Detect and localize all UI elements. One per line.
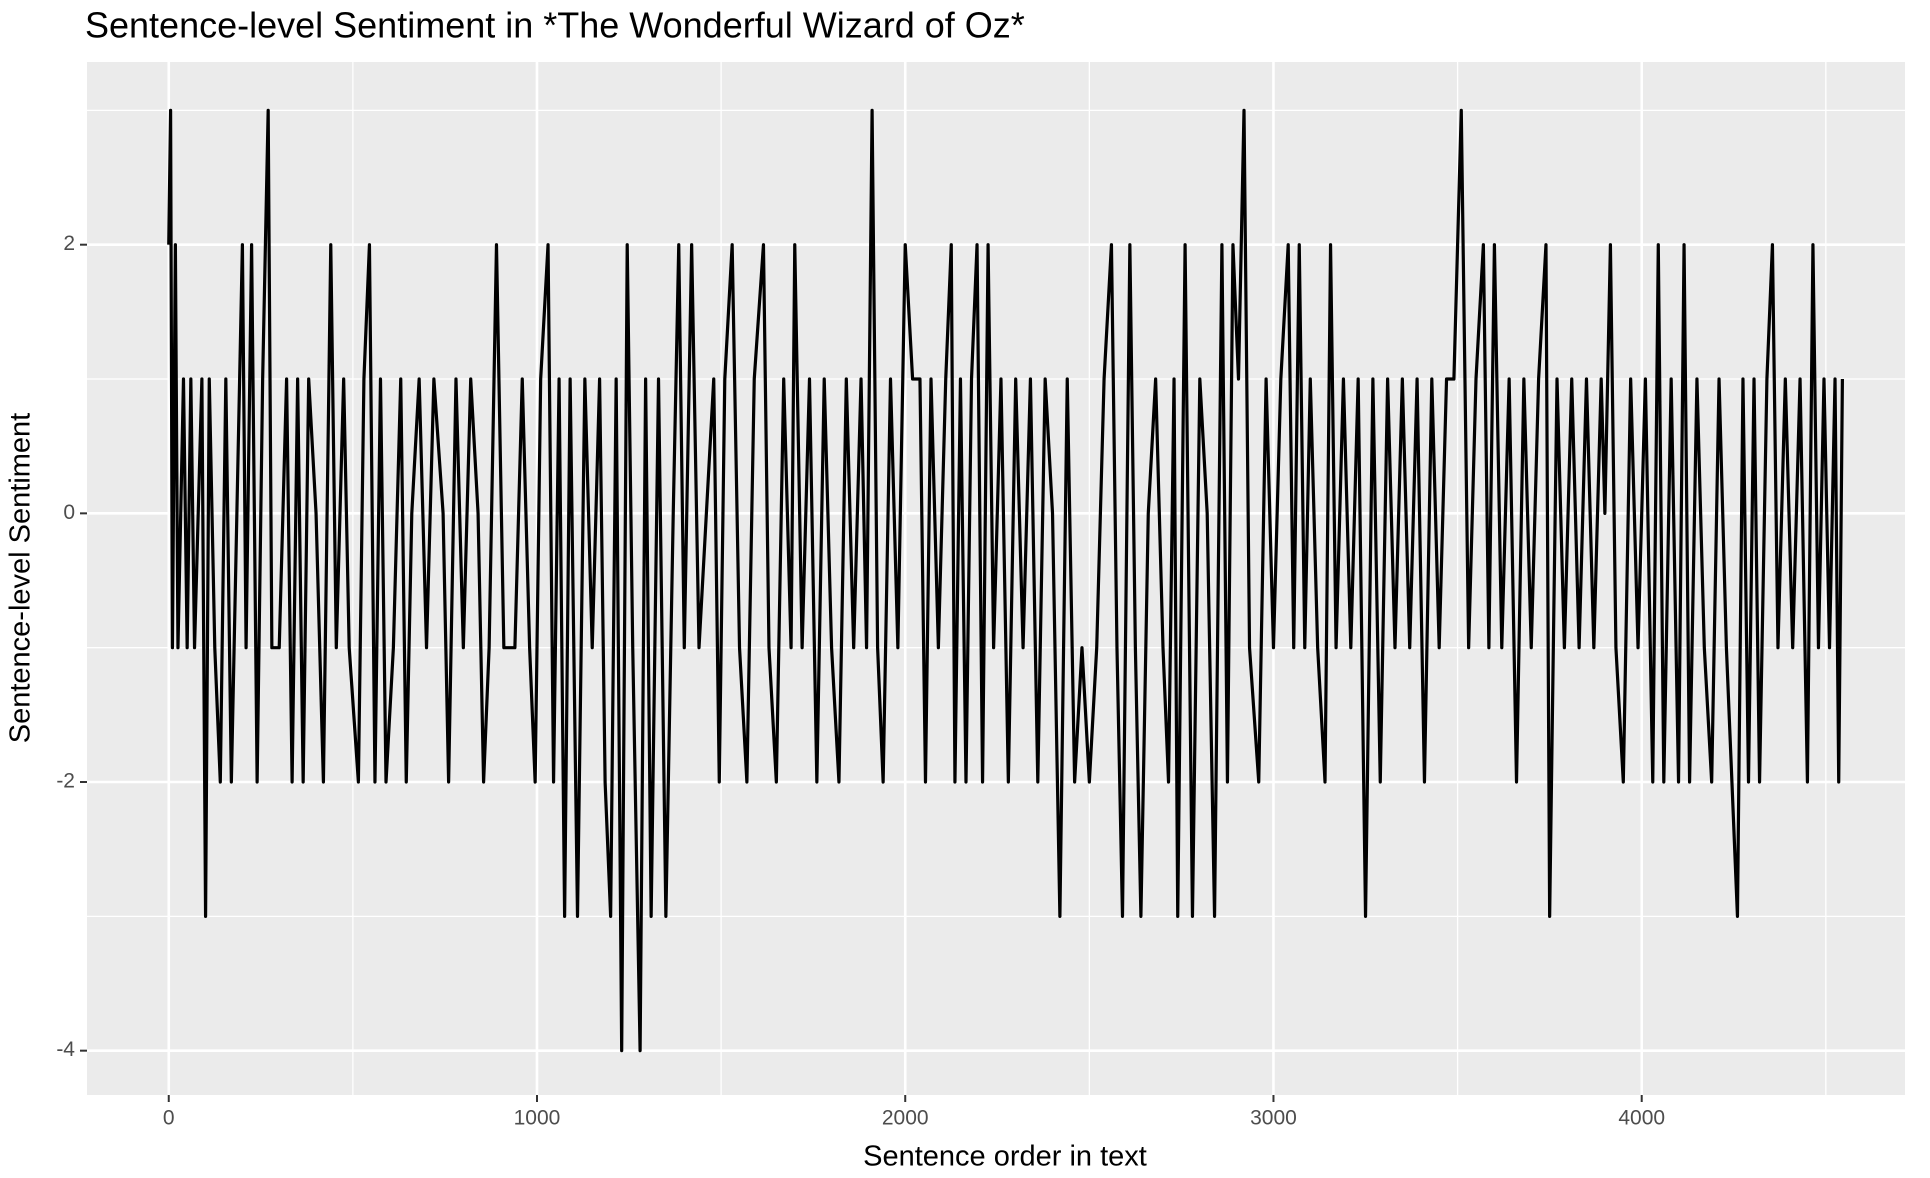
y-tick-label: 0 <box>63 501 75 524</box>
y-tick-label: -2 <box>56 770 75 793</box>
x-tick-label: 2000 <box>882 1107 929 1130</box>
x-tick-label: 0 <box>163 1107 175 1130</box>
y-axis-label: Sentence-level Sentiment <box>5 413 37 743</box>
x-axis-label: Sentence order in text <box>863 1141 1147 1173</box>
data-line <box>167 108 1844 1053</box>
y-tick-label: 2 <box>63 232 75 255</box>
x-tick-label: 1000 <box>514 1107 561 1130</box>
x-tick-label: 4000 <box>1618 1107 1665 1130</box>
y-tick-label: -4 <box>56 1038 75 1061</box>
x-tick-label: 3000 <box>1250 1107 1297 1130</box>
chart-title: Sentence-level Sentiment in *The Wonderf… <box>85 5 1025 46</box>
